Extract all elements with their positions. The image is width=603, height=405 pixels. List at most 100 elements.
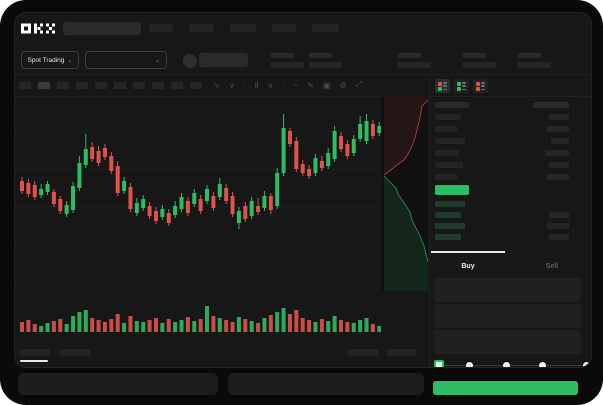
ticker-stat [463, 53, 496, 68]
bid-row-amount[interactable] [547, 223, 569, 229]
camera-icon[interactable]: ▣ [322, 80, 331, 90]
icon-line [462, 88, 466, 90]
indicator-icon[interactable]: ∿ [213, 80, 220, 90]
chart-tab[interactable] [60, 349, 91, 356]
chart-option-pill[interactable] [387, 349, 416, 356]
stat-label-pill [271, 62, 304, 68]
stat-value-pill [398, 53, 421, 58]
divider [15, 74, 591, 75]
timeframe-pill[interactable] [19, 82, 31, 89]
stat-label-pill [398, 62, 431, 68]
ask-row-amount[interactable] [549, 162, 569, 168]
ask-row-price[interactable] [435, 150, 459, 156]
timeframe-pill[interactable] [152, 82, 164, 89]
icon-line [462, 85, 466, 87]
fullscreen-icon[interactable]: ⤢ [355, 80, 363, 89]
bid-row-price[interactable] [435, 223, 465, 229]
settings-icon[interactable]: ⚙ [339, 80, 347, 90]
footer-panel-right[interactable] [228, 373, 424, 395]
timeframe-pill[interactable] [76, 82, 88, 89]
market-type-selector[interactable]: Spot Trading ⌄ [21, 51, 79, 69]
ask-row-amount[interactable] [545, 150, 569, 156]
amount-slider-handle[interactable] [434, 360, 444, 367]
timeframe-pill[interactable] [57, 82, 69, 89]
ask-row-price[interactable] [435, 174, 457, 180]
market-type-label: Spot Trading [27, 56, 65, 64]
bid-row-amount[interactable] [549, 234, 569, 240]
depth-chart[interactable] [382, 96, 428, 291]
timeframe-pill[interactable] [133, 82, 145, 89]
icon-color-column [476, 81, 480, 91]
icon-line [443, 85, 447, 87]
ask-row-price[interactable] [435, 162, 463, 168]
nav-item[interactable] [230, 24, 256, 32]
bid-row-price[interactable] [435, 212, 461, 218]
timeframe-pill[interactable] [38, 82, 50, 89]
candle-style-icon[interactable]: Ⅱ [254, 80, 259, 90]
timeframe-pill[interactable] [171, 82, 183, 89]
icon-lines [481, 82, 485, 91]
icon-bottom-half [476, 86, 480, 91]
chevron-down-icon[interactable]: ∨ [228, 80, 235, 90]
stat-value-pill [463, 53, 486, 58]
order-input-field[interactable] [434, 304, 581, 328]
bid-row-price[interactable] [435, 201, 465, 207]
ask-row-price[interactable] [435, 138, 465, 144]
nav-item[interactable] [149, 24, 173, 32]
timeframe-pill[interactable] [95, 82, 107, 89]
trading-card: Spot Trading ⌄ ⌄ ∿ ∨ | Ⅱ ∨ | ~ ✎ ▣ ⚙ ⤢ Buy [14, 12, 592, 368]
ask-row-amount[interactable] [547, 126, 569, 132]
buy-button[interactable] [433, 381, 578, 395]
icon-lines [443, 82, 447, 91]
nav-item[interactable] [312, 24, 339, 32]
order-input-field[interactable] [434, 278, 581, 302]
ask-row-amount[interactable] [551, 138, 569, 144]
timeframe-pill[interactable] [190, 82, 202, 89]
ask-row-price[interactable] [435, 114, 461, 120]
icon-color-column [457, 81, 461, 91]
book-combined-icon[interactable] [435, 79, 450, 93]
slider-stop-dot[interactable] [503, 362, 510, 367]
okx-logo [21, 23, 55, 34]
icon-bottom-half [457, 86, 461, 91]
order-input-field[interactable] [434, 330, 581, 354]
icon-top-half [476, 81, 480, 86]
avatar[interactable] [183, 54, 197, 68]
divider [429, 74, 430, 367]
chart-option-pill[interactable] [348, 349, 379, 356]
bid-row-amount[interactable] [549, 212, 569, 218]
amount-slider-track[interactable] [438, 365, 586, 366]
pair-selector[interactable]: ⌄ [85, 51, 167, 69]
nav-item[interactable] [189, 24, 214, 32]
chart-tools: ∿ ∨ | Ⅱ ∨ | ~ ✎ ▣ ⚙ ⤢ [213, 79, 362, 91]
slider-stop-dot[interactable] [466, 362, 473, 367]
slider-stop-dot[interactable] [539, 362, 546, 367]
nav-item[interactable] [272, 24, 296, 32]
stat-value-pill [309, 53, 332, 58]
chevron-down-icon[interactable]: ∨ [267, 80, 274, 90]
draw-icon[interactable]: ✎ [307, 80, 314, 90]
ask-row-amount[interactable] [547, 174, 569, 180]
footer-panel-left[interactable] [18, 373, 218, 395]
chart-tab-active[interactable] [20, 349, 50, 356]
slider-stop-dot[interactable] [583, 362, 590, 367]
tab-sell[interactable]: Sell [545, 263, 559, 270]
buy-tab-underline [431, 251, 505, 253]
last-price-pill [435, 185, 469, 195]
ticker-stat [309, 53, 342, 68]
separator: | [282, 80, 285, 90]
account-button[interactable] [199, 53, 248, 67]
timeframe-pill[interactable] [114, 82, 126, 89]
bid-row-price[interactable] [435, 234, 461, 240]
ask-row-price[interactable] [435, 126, 457, 132]
icon-line [443, 88, 447, 90]
line-tool-icon[interactable]: ~ [293, 80, 299, 90]
book-asks-icon[interactable] [473, 79, 488, 93]
ask-row-amount[interactable] [549, 114, 569, 120]
tab-buy[interactable]: Buy [461, 263, 475, 270]
search-input[interactable] [63, 22, 141, 35]
trade-tabs: Buy Sell [429, 251, 591, 281]
candlestick-chart[interactable] [15, 97, 381, 349]
book-bids-icon[interactable] [454, 79, 469, 93]
